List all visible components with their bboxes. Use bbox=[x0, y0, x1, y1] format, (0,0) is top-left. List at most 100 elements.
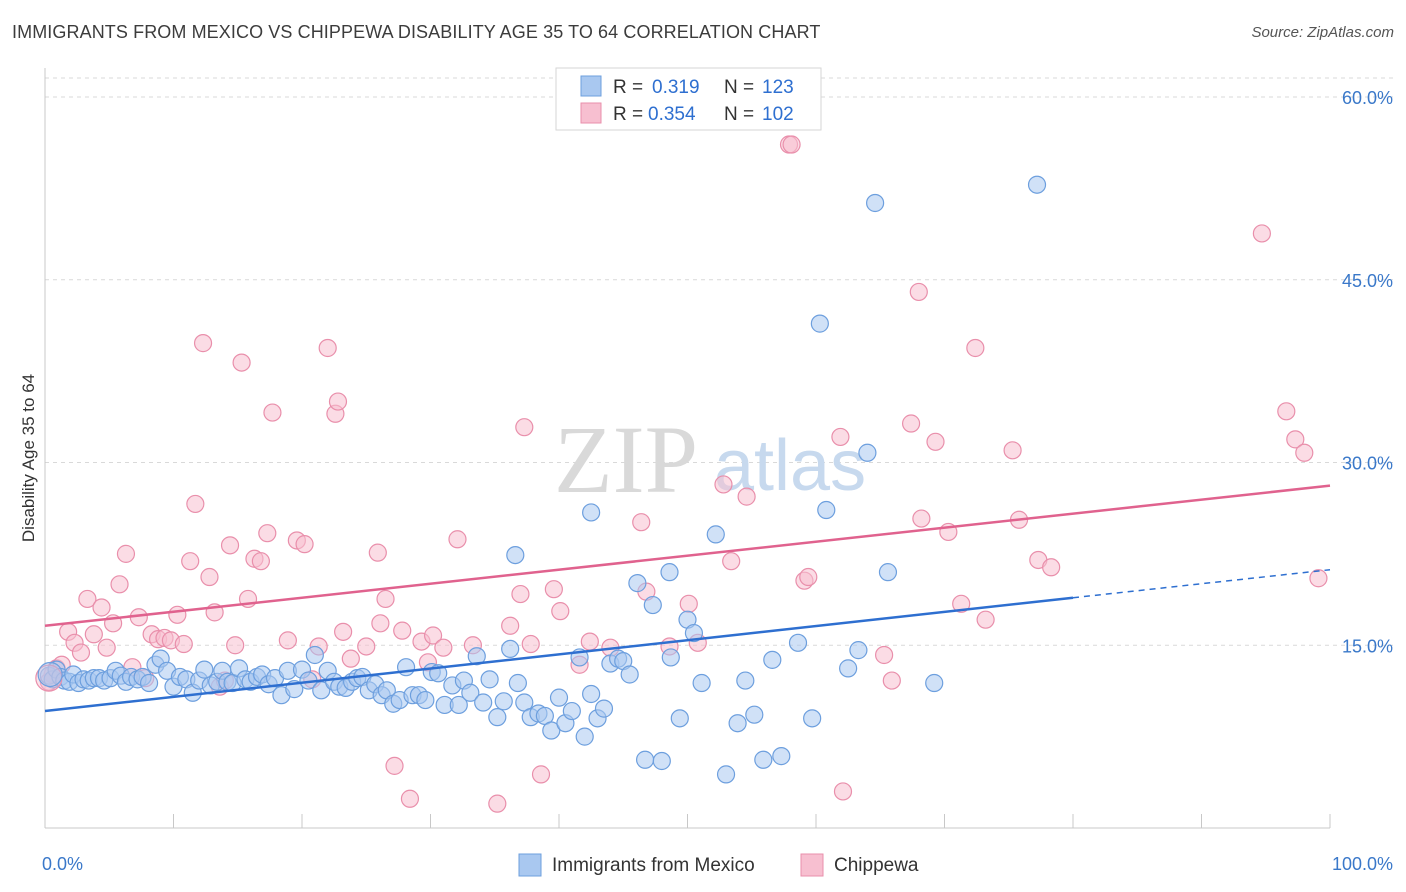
legend-r-value-blue: 0.319 bbox=[652, 77, 700, 98]
mexico-point bbox=[620, 665, 639, 684]
mexico-point bbox=[660, 563, 679, 582]
bottom-legend-swatch-blue bbox=[518, 853, 542, 877]
mexico-point bbox=[763, 650, 782, 669]
axis-layer bbox=[44, 68, 1331, 829]
mexico-point bbox=[684, 623, 704, 643]
chippewa-point bbox=[200, 567, 219, 587]
mexico-point bbox=[474, 693, 493, 712]
trend-layer bbox=[44, 484, 1331, 713]
chippewa-point bbox=[318, 338, 337, 358]
mexico-point bbox=[716, 765, 736, 784]
chippewa-point bbox=[393, 621, 412, 640]
mexico-point bbox=[635, 750, 655, 769]
legend-n-label-pink: N = bbox=[724, 104, 754, 125]
chippewa-point bbox=[1309, 569, 1328, 588]
mexico-point bbox=[467, 647, 486, 666]
chippewa-point bbox=[488, 794, 507, 813]
chippewa-point bbox=[232, 353, 251, 372]
y-tick-label: 60.0% bbox=[1342, 88, 1393, 108]
chippewa-point bbox=[1252, 224, 1271, 243]
chippewa-point bbox=[737, 487, 756, 506]
mexico-point bbox=[305, 645, 324, 665]
mexico-point bbox=[501, 639, 520, 659]
chippewa-point bbox=[521, 634, 540, 654]
chippewa-point bbox=[901, 414, 921, 433]
mexico-point bbox=[849, 641, 868, 660]
x-tick-label-min: 0.0% bbox=[42, 854, 83, 874]
chippewa-point bbox=[679, 594, 698, 613]
mexico-point bbox=[494, 692, 513, 711]
mexico-point bbox=[661, 648, 680, 667]
chippewa-point bbox=[334, 622, 353, 641]
chippewa-point bbox=[92, 598, 111, 617]
chippewa-point bbox=[97, 638, 116, 657]
mexico-point bbox=[736, 671, 755, 690]
mexico-point bbox=[810, 314, 829, 333]
mexico-point bbox=[506, 545, 525, 565]
chippewa-point bbox=[544, 580, 563, 599]
mexico-point bbox=[139, 673, 159, 693]
chippewa-point bbox=[400, 789, 420, 808]
chippewa-point bbox=[952, 594, 971, 613]
chippewa-point bbox=[531, 765, 551, 784]
mexico-point bbox=[692, 673, 711, 693]
chippewa-point bbox=[251, 552, 270, 571]
mexico-point bbox=[839, 659, 858, 678]
chippewa-point bbox=[511, 584, 530, 604]
mexico-point bbox=[1027, 175, 1047, 194]
chippewa-point bbox=[434, 638, 453, 657]
chippewa-point bbox=[551, 602, 570, 621]
mexico-point bbox=[803, 709, 822, 728]
chippewa-point bbox=[1042, 558, 1061, 577]
chart-source: Source: ZipAtlas.com bbox=[1251, 24, 1394, 41]
chippewa-point bbox=[632, 513, 651, 532]
y-axis-title: Disability Age 35 to 64 bbox=[19, 374, 38, 542]
chippewa-point bbox=[799, 567, 818, 587]
chippewa-point bbox=[714, 475, 733, 494]
chippewa-trend-line bbox=[44, 484, 1331, 627]
chippewa-point bbox=[833, 782, 853, 801]
legend-n-label-blue: N = bbox=[724, 77, 754, 98]
mexico-trend-extension bbox=[1072, 568, 1331, 599]
mexico-point bbox=[878, 563, 898, 582]
chippewa-point bbox=[580, 632, 599, 651]
chippewa-point bbox=[341, 649, 360, 668]
legend-swatch-blue bbox=[580, 75, 602, 97]
chippewa-point bbox=[448, 530, 467, 549]
legend-n-value-pink: 102 bbox=[762, 104, 794, 125]
mexico-point bbox=[542, 721, 561, 740]
points-layer bbox=[35, 135, 1328, 813]
watermark-zip: ZIP bbox=[554, 406, 698, 513]
legend-r-label-blue: R = bbox=[613, 77, 643, 98]
mexico-point bbox=[582, 684, 601, 704]
chippewa-point bbox=[966, 338, 985, 358]
chippewa-point bbox=[186, 494, 205, 514]
mexico-point bbox=[754, 750, 773, 769]
y-tick-label: 15.0% bbox=[1342, 636, 1393, 656]
bottom-legend-label-pink: Chippewa bbox=[834, 855, 919, 876]
legend-r-label-pink: R = bbox=[613, 104, 643, 125]
mexico-point bbox=[670, 709, 689, 728]
chippewa-point bbox=[168, 605, 187, 624]
chippewa-point bbox=[258, 524, 277, 543]
chippewa-point bbox=[110, 575, 129, 594]
chippewa-point bbox=[220, 536, 240, 555]
chippewa-point bbox=[357, 637, 376, 656]
mexico-point bbox=[480, 670, 499, 689]
chippewa-point bbox=[882, 671, 901, 690]
mexico-point bbox=[866, 193, 885, 213]
bottom-legend: Immigrants from Mexico Chippewa bbox=[518, 853, 919, 877]
bottom-legend-swatch-pink bbox=[800, 853, 824, 877]
legend-swatch-pink bbox=[580, 102, 602, 124]
y-tick-labels: 15.0% 30.0% 45.0% 60.0% bbox=[1342, 88, 1393, 656]
chippewa-point bbox=[371, 614, 390, 633]
chippewa-point bbox=[912, 509, 931, 528]
y-tick-label: 45.0% bbox=[1342, 271, 1393, 291]
chippewa-point bbox=[1003, 441, 1022, 460]
chippewa-point bbox=[174, 634, 193, 654]
chippewa-point bbox=[1286, 430, 1305, 449]
chippewa-point bbox=[782, 135, 801, 154]
mexico-point bbox=[37, 661, 63, 688]
x-tick-label-max: 100.0% bbox=[1332, 854, 1393, 874]
